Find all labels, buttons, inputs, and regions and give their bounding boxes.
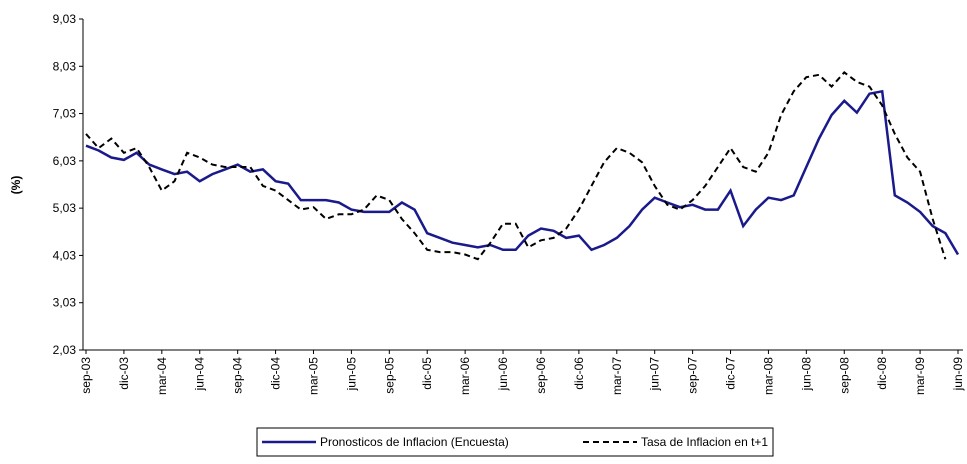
x-tick-label: sep-07	[686, 357, 700, 394]
legend-box	[256, 427, 774, 457]
series-line	[85, 89, 960, 256]
x-tick-label: jun-06	[496, 357, 510, 392]
y-axis-label: (%)	[9, 176, 23, 195]
y-tick-label: 7,03	[53, 107, 77, 121]
y-tick-label: 8,03	[53, 59, 77, 73]
x-tick-label: dic-03	[117, 357, 131, 390]
y-tick-label: 3,03	[53, 296, 77, 310]
x-tick-label: sep-04	[231, 357, 245, 394]
x-tick-label: sep-06	[534, 357, 548, 394]
y-tick-label: 5,03	[53, 201, 77, 215]
x-tick-label: mar-04	[155, 357, 169, 395]
y-tick-label: 6,03	[53, 154, 77, 168]
x-tick-label: mar-07	[610, 357, 624, 395]
x-tick-label: dic-08	[875, 357, 889, 390]
x-tick-label: sep-03	[79, 357, 93, 394]
x-tick-label: dic-06	[572, 357, 586, 390]
x-tick-label: dic-04	[269, 357, 283, 390]
y-tick-label: 4,03	[53, 248, 77, 262]
x-tick-label: jun-08	[799, 357, 813, 392]
x-tick-label: mar-09	[913, 357, 927, 395]
x-tick-label: sep-05	[382, 357, 396, 394]
y-tick-label: 2,03	[53, 343, 77, 357]
legend-label: Tasa de Inflacion en t+1	[641, 435, 768, 449]
legend-label: Pronosticos de Inflacion (Encuesta)	[320, 435, 509, 449]
x-tick-label: jun-05	[344, 357, 358, 392]
x-tick-label: mar-06	[458, 357, 472, 395]
x-tick-label: mar-05	[306, 357, 320, 395]
x-tick-label: jun-07	[648, 357, 662, 392]
x-tick-label: dic-07	[724, 357, 738, 390]
y-tick-label: 9,03	[53, 12, 77, 26]
x-tick-label: dic-05	[420, 357, 434, 390]
x-tick-label: sep-08	[837, 357, 851, 394]
x-tick-label: mar-08	[761, 357, 775, 395]
x-tick-label: jun-09	[951, 357, 965, 392]
x-tick-label: jun-04	[193, 357, 207, 392]
series-line	[85, 71, 947, 261]
